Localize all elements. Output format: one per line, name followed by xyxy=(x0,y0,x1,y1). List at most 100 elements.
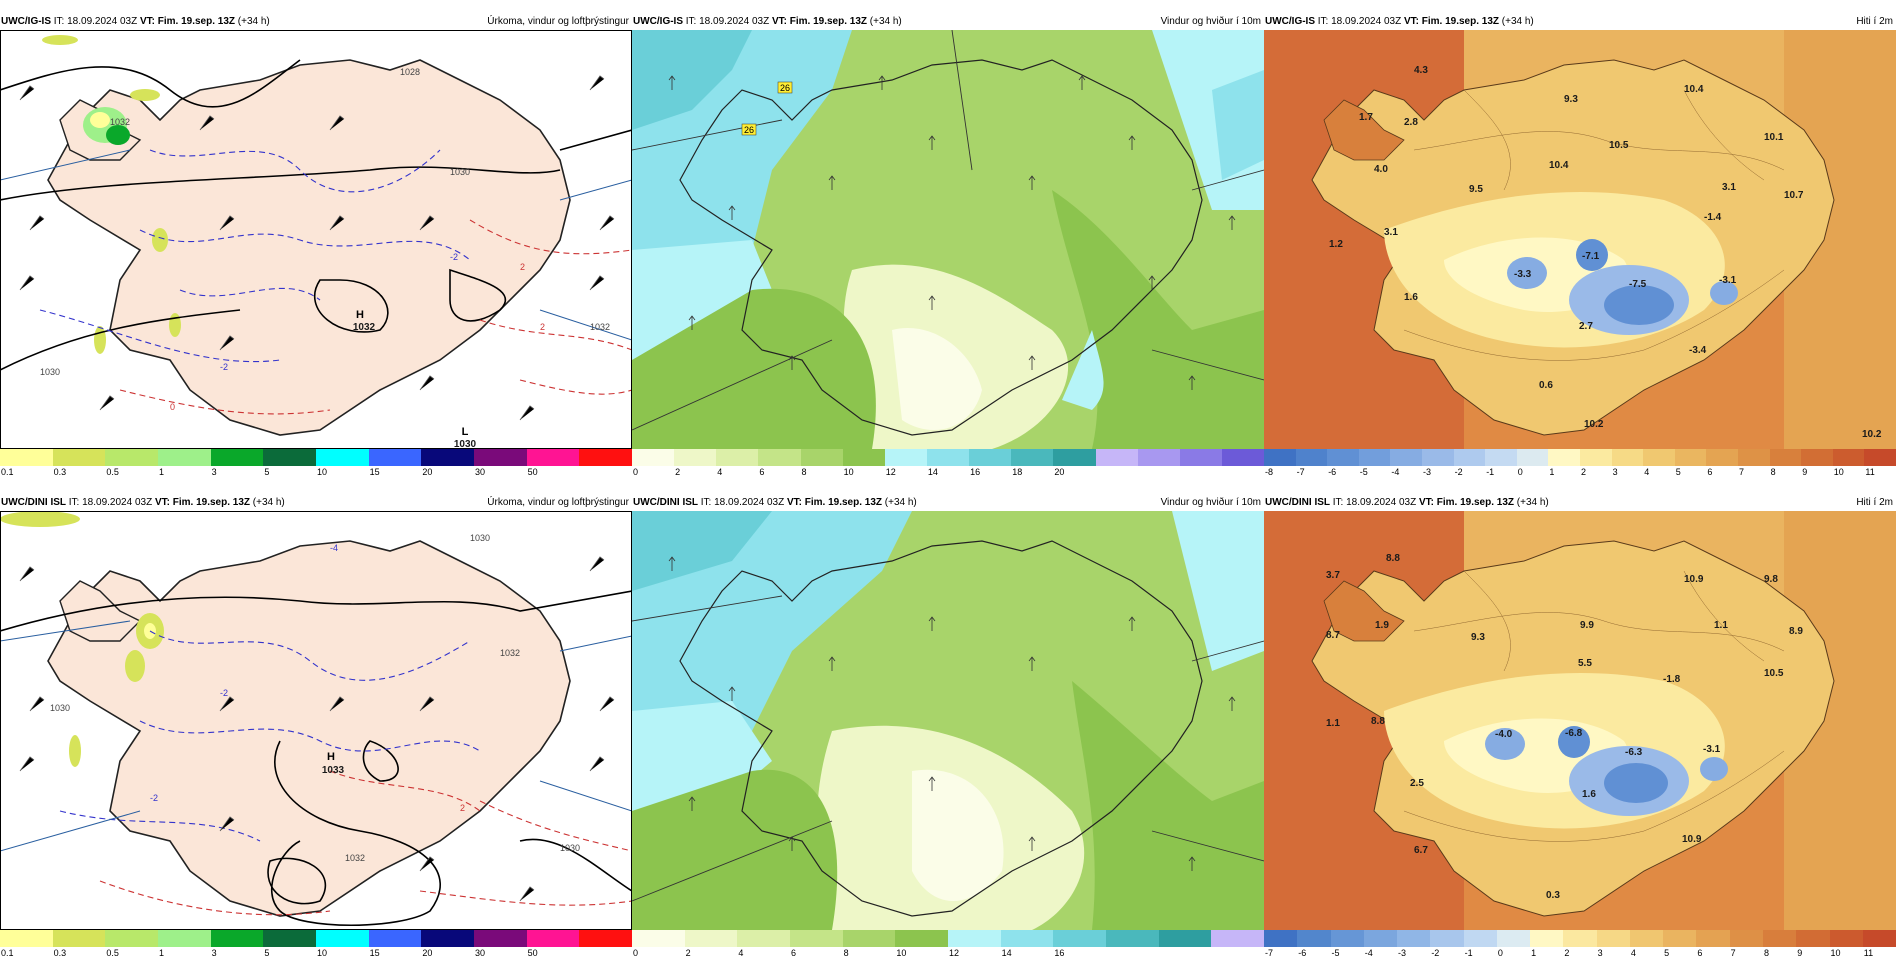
temp-value: -3.1 xyxy=(1719,275,1737,286)
temp-value: 8.9 xyxy=(1789,626,1803,637)
temp-value: 3.1 xyxy=(1722,182,1736,193)
colorbar-tick-label: 9 xyxy=(1802,467,1808,477)
colorbar-swatch xyxy=(474,930,527,947)
temp-value: 5.5 xyxy=(1578,658,1592,669)
temp-values: 3.7 8.8 10.9 9.8 8.7 1.9 9.3 9.9 1.1 8.9… xyxy=(1326,553,1803,901)
temp-contour-label: 0 xyxy=(170,402,175,412)
temp-value: 1.1 xyxy=(1714,620,1728,631)
temp-value: -7.1 xyxy=(1582,251,1600,262)
colorbar-swatch xyxy=(52,930,106,947)
gust-labels: 26 26 xyxy=(741,81,793,136)
high-letter: H xyxy=(327,751,335,763)
temp-value: 1.9 xyxy=(1375,620,1389,631)
isobar-label: 1032 xyxy=(500,648,520,658)
colorbar-swatch xyxy=(579,930,633,947)
panel-title: Hiti í 2m xyxy=(1856,16,1893,27)
colorbar-swatch xyxy=(0,930,53,947)
temp-contour-label: -4 xyxy=(330,543,338,553)
temp-value: 4.0 xyxy=(1374,164,1388,175)
temp-value: 1.6 xyxy=(1404,292,1418,303)
low-letter: L xyxy=(462,426,469,438)
temp-value: 1.6 xyxy=(1582,789,1596,800)
row1-precip-panel: UWC/IG-IS IT: 18.09.2024 03Z VT: Fim. 19… xyxy=(0,14,633,477)
colorbar-swatch xyxy=(1485,449,1517,466)
precip-colorbar xyxy=(0,930,633,947)
temp-contour-label: -2 xyxy=(220,688,228,698)
colorbar-swatch xyxy=(1663,930,1697,947)
panel-title: Úrkoma, vindur og loftþrýstingur xyxy=(487,497,629,508)
temp-value: 6.7 xyxy=(1414,845,1428,856)
colorbar-tick-label: -1 xyxy=(1486,467,1495,477)
valid-time: VT: Fim. 19.sep. 13Z xyxy=(154,497,251,508)
colorbar-tick-label: 12 xyxy=(885,467,896,477)
colorbar-tick-label: -3 xyxy=(1423,467,1432,477)
colorbar-swatch xyxy=(1629,930,1664,947)
colorbar-swatch xyxy=(1000,930,1054,947)
high-value: 1032 xyxy=(353,322,376,333)
iceland-land xyxy=(47,59,571,436)
colorbar-swatch xyxy=(263,930,317,947)
colorbar-swatch xyxy=(674,449,717,466)
init-time: IT: 18.09.2024 03Z xyxy=(700,497,785,508)
colorbar-swatch xyxy=(1295,449,1328,466)
colorbar-tick-label: 11 xyxy=(1865,467,1875,477)
precip-map: H 1033 1030 1032 1032 1030 1030 -2 -4 2 … xyxy=(0,511,632,930)
colorbar-swatch xyxy=(526,930,580,947)
temp-value: -6.3 xyxy=(1625,747,1643,758)
high-value: 1033 xyxy=(322,765,345,776)
colorbar-swatch xyxy=(1762,930,1797,947)
temp-value: 4.3 xyxy=(1414,65,1428,76)
colorbar-swatch xyxy=(716,449,759,466)
temp-value: 10.5 xyxy=(1764,668,1784,679)
temp-value: -3.1 xyxy=(1703,744,1721,755)
panel-header: UWC/DINI ISL IT: 18.09.2024 03Z VT: Fim.… xyxy=(0,495,632,511)
colorbar-tick-label: 0 xyxy=(1517,467,1523,477)
colorbar-tick-label: 4 xyxy=(717,467,723,477)
colorbar-swatch xyxy=(632,930,685,947)
colorbar-swatch xyxy=(737,930,791,947)
colorbar-swatch xyxy=(1264,449,1296,466)
colorbar-swatch xyxy=(368,930,422,947)
colorbar-swatch xyxy=(1463,930,1497,947)
colorbar-tick-label: 8 xyxy=(801,467,807,477)
colorbar-tick-label: 20 xyxy=(422,467,433,477)
temp-value: 2.7 xyxy=(1579,321,1593,332)
panel-title: Vindur og hviður í 10m xyxy=(1160,16,1261,27)
isobar-label: 1028 xyxy=(400,67,420,77)
colorbar-swatch xyxy=(926,449,970,466)
temp-value: 3.7 xyxy=(1326,570,1340,581)
colorbar-swatch xyxy=(1397,930,1431,947)
temp-value: 10.9 xyxy=(1682,834,1702,845)
valid-time: VT: Fim. 19.sep. 13Z xyxy=(771,16,868,27)
colorbar-tick-label: 2 xyxy=(675,467,681,477)
temp-contour-label: -2 xyxy=(450,252,458,262)
colorbar-swatch xyxy=(1729,930,1763,947)
colorbar-swatch xyxy=(210,930,264,947)
lead-time: (+34 h) xyxy=(252,497,285,508)
panel-title: Úrkoma, vindur og loftþrýstingur xyxy=(487,16,629,27)
colorbar-tick-label: 6 xyxy=(759,467,765,477)
temp-value: 10.9 xyxy=(1684,574,1704,585)
colorbar-swatch xyxy=(1530,930,1564,947)
colorbar-swatch xyxy=(421,930,475,947)
colorbar-swatch xyxy=(263,449,317,466)
row1-wind-panel: UWC/IG-IS IT: 18.09.2024 03Z VT: Fim. 19… xyxy=(632,14,1265,477)
colorbar-tick-label: -8 xyxy=(1265,467,1274,477)
wind-barbs xyxy=(19,75,615,421)
temp-value: 10.2 xyxy=(1584,419,1604,430)
model-name: UWC/DINI ISL xyxy=(1,497,66,508)
temp-value: 10.4 xyxy=(1684,84,1704,95)
colorbar-swatch xyxy=(316,449,369,466)
colorbar-swatch xyxy=(1769,449,1802,466)
colorbar-tick-label: 7 xyxy=(1739,467,1745,477)
colorbar-tick-label: 10 xyxy=(843,467,854,477)
lead-time: (+34 h) xyxy=(884,497,917,508)
precip-colorbar xyxy=(0,449,633,466)
isobar-label: 1030 xyxy=(560,843,580,853)
colorbar-tick-label: 3 xyxy=(1612,467,1618,477)
temp-value: 0.3 xyxy=(1546,890,1560,901)
precip-map: H 1032 L 1030 1028 1030 1030 1032 1032 -… xyxy=(0,30,632,449)
colorbar-tick-label: 16 xyxy=(970,467,981,477)
colorbar-swatch xyxy=(1696,930,1730,947)
precip-colorbar-ticks: 0.1 0.3 0.5 1 3 5 10 15 20 30 50 xyxy=(0,467,632,479)
